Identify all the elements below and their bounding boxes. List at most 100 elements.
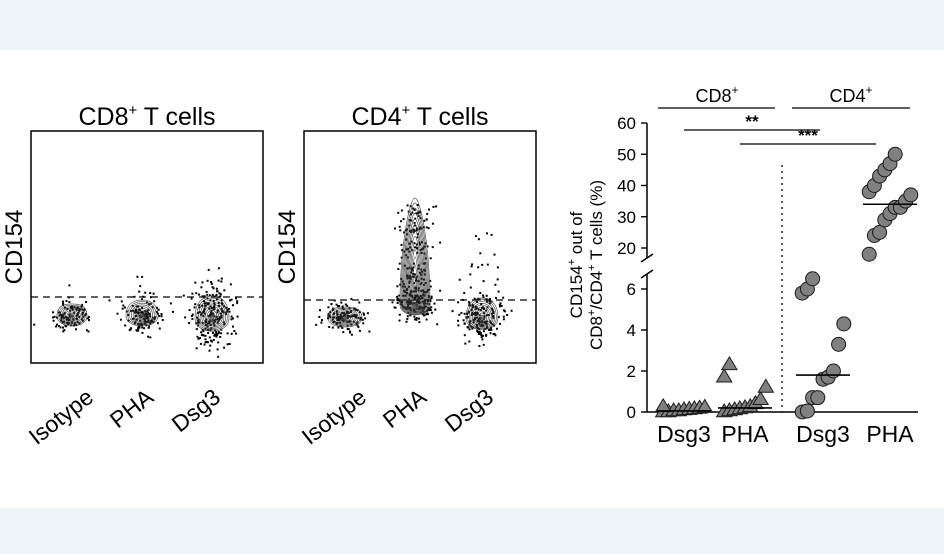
cd4-pha-population-event [417, 287, 420, 290]
cd8-dsg3-population-contour [194, 295, 230, 332]
data-point [887, 146, 903, 162]
cd4-pha-population-event [426, 245, 429, 248]
cd8-pha-population-event [139, 319, 141, 322]
cd8-pha-population-event [136, 275, 139, 278]
cd8-dsg3-population-contour [199, 301, 225, 328]
cd4-pha-population-event [423, 301, 426, 304]
cd4-dsg3-population-event [472, 313, 475, 316]
cd8-pha-population-event [148, 313, 151, 315]
cd8-pha-population-event [142, 295, 145, 298]
cd8-dsg3-population-event [217, 301, 220, 304]
cd4-pha-population-event [429, 300, 432, 303]
cd4-pha-population-event [406, 292, 408, 295]
cd4-dsg3-population-contour [467, 299, 497, 329]
cd4-dsg3-population-event [495, 296, 497, 299]
cd8-isotype-population-event [87, 316, 90, 318]
cd8-isotype-population-event [75, 318, 78, 320]
panel-cd4-cat-dsg3: Dsg3 [440, 383, 498, 437]
panel-cd8-ylabel: CD154 [1, 210, 28, 285]
cd4-dsg3-population-event [494, 334, 497, 337]
cd4-pha-population-event [429, 309, 432, 312]
cd4-dsg3-population-event [463, 334, 466, 337]
cd8-isotype-population-event [65, 300, 68, 302]
cd4-dsg3-population-event [506, 314, 509, 316]
cd4-dsg3-population-event [475, 313, 478, 315]
cd8-dsg3-population-event [211, 340, 214, 343]
cd8-dsg3-population-event [233, 330, 236, 333]
cd8-pha-population-event [138, 290, 141, 293]
cd4-pha-population-event [426, 290, 429, 293]
cd8-isotype-population-contour [56, 303, 88, 327]
cd8-dsg3-population-event [213, 334, 216, 337]
cd4-dsg3-population-event [463, 312, 466, 315]
cd4-pha-population-event [419, 217, 422, 220]
scatter-axis-break-upper [640, 253, 654, 263]
cd8-dsg3-population-event [228, 343, 231, 345]
cd4-pha-population-event [411, 211, 414, 214]
cd8-isotype-population-event [33, 323, 36, 326]
cd4-dsg3-population-event [499, 322, 501, 325]
cd8-dsg3-population-event [191, 292, 194, 295]
cd4-pha-population-event [423, 262, 426, 265]
cd4-isotype-population-event [336, 313, 339, 316]
cd8-dsg3-population-event [212, 287, 215, 290]
cd8-dsg3-population-event [220, 280, 223, 283]
scatter-ticks: 20 30 40 50 60 0 2 4 6 [617, 114, 647, 422]
cd8-dsg3-population-event [213, 306, 216, 309]
cd8-dsg3-population-event [215, 335, 218, 338]
cd4-pha-population-event [428, 307, 431, 310]
cd8-dsg3-population-event [219, 312, 222, 315]
cd8-dsg3-population-event [212, 300, 215, 302]
cd4-isotype-population-event [320, 321, 323, 324]
cd8-dsg3-population-event [215, 298, 218, 301]
cd8-dsg3-population-event [223, 289, 226, 292]
cd4-pha-population-event [414, 296, 417, 299]
cd8-dsg3-population-event [217, 279, 220, 282]
cd4-dsg3-population-event [471, 263, 474, 266]
cd4-pha-population-event [433, 302, 436, 305]
cd8-dsg3-population-event [202, 334, 205, 337]
cd4-pha-population-event [414, 224, 417, 227]
cd4-dsg3-population-event [497, 290, 500, 293]
cd4-isotype-population-contour [335, 311, 355, 324]
cd4-pha-population-event [421, 241, 423, 244]
cd8-pha-population-event [147, 326, 150, 329]
cd8-pha-population-event [139, 311, 142, 314]
cd8-dsg3-population-event [209, 323, 212, 326]
cd4-pha-population-event [399, 303, 402, 306]
cd4-dsg3-population-event [475, 326, 478, 329]
cd4-dsg3-population-event [497, 316, 500, 319]
cd8-dsg3-population-event [230, 332, 233, 335]
ytick-label-lower: 6 [627, 280, 636, 299]
scatter-ylabel-line2: CD8+/CD4+ T cells (%) [586, 180, 606, 350]
cd4-pha-population-contour [407, 235, 423, 311]
panel-scatter: CD154+ out of CD8+/CD4+ T cells (%) 2030… [566, 83, 919, 447]
cd8-pha-population-event [158, 315, 161, 318]
cd8-pha-population-event [123, 306, 126, 309]
cd4-dsg3-population-event [468, 340, 471, 343]
cd4-dsg3-population-event [474, 235, 477, 238]
cd8-isotype-population-event [57, 325, 60, 328]
cd4-dsg3-population-event [498, 304, 501, 306]
cd4-dsg3-population-event [480, 334, 483, 336]
cd4-pha-population-event [415, 317, 418, 320]
data-point [752, 390, 770, 405]
cd4-isotype-population [315, 297, 371, 336]
cd4-isotype-population-event [358, 311, 361, 314]
cd4-pha-population-event [414, 246, 417, 249]
cd4-dsg3-population-event [477, 308, 480, 311]
cd4-dsg3-population-event [472, 319, 475, 322]
cd4-pha-population-event [418, 321, 421, 324]
cd4-dsg3-population-event [488, 300, 491, 303]
cd4-isotype-population-event [321, 319, 323, 322]
cd8-pha-population-event [141, 326, 144, 329]
cd4-dsg3-population-event [466, 312, 469, 315]
data-point [799, 403, 815, 419]
cd8-dsg3-population-event [188, 309, 191, 312]
panel-cd8: CD8+ T cells CD154 Isotype PHA Dsg3 [1, 102, 264, 450]
sig-label-1: ** [745, 112, 759, 131]
cd8-dsg3-population-event [207, 332, 210, 335]
cd8-dsg3-population-event [206, 293, 209, 296]
cd4-pha-population-event [429, 285, 432, 288]
cd8-pha-population-event [160, 315, 163, 318]
